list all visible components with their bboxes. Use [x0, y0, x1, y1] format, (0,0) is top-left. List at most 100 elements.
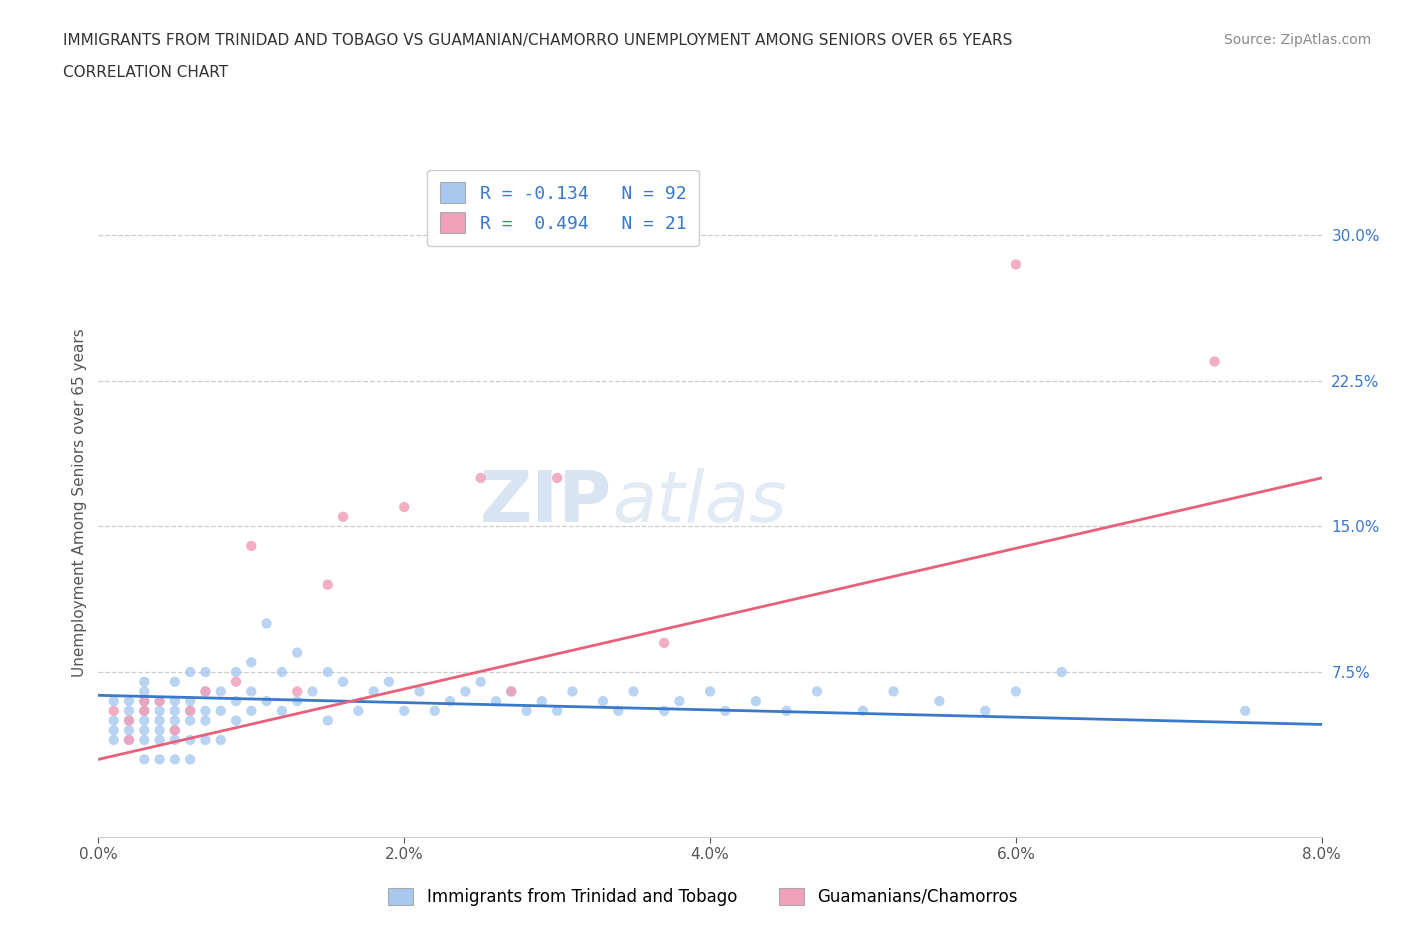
Point	[316, 713, 339, 728]
Point	[240, 655, 263, 670]
Point	[1004, 684, 1026, 698]
Point	[408, 684, 430, 698]
Point	[179, 703, 201, 718]
Point	[118, 703, 141, 718]
Point	[134, 703, 156, 718]
Point	[316, 578, 339, 592]
Point	[179, 733, 201, 748]
Legend: R = -0.134   N = 92, R =  0.494   N = 21: R = -0.134 N = 92, R = 0.494 N = 21	[427, 170, 699, 246]
Point	[392, 499, 416, 514]
Point	[149, 694, 172, 709]
Point	[103, 703, 125, 718]
Point	[652, 703, 675, 718]
Point	[363, 684, 385, 698]
Point	[285, 684, 308, 698]
Point	[1204, 354, 1226, 369]
Point	[852, 703, 875, 718]
Point	[714, 703, 737, 718]
Point	[209, 684, 232, 698]
Point	[516, 703, 538, 718]
Point	[194, 713, 217, 728]
Point	[149, 694, 172, 709]
Point	[149, 723, 172, 737]
Point	[256, 616, 278, 631]
Text: IMMIGRANTS FROM TRINIDAD AND TOBAGO VS GUAMANIAN/CHAMORRO UNEMPLOYMENT AMONG SEN: IMMIGRANTS FROM TRINIDAD AND TOBAGO VS G…	[63, 33, 1012, 47]
Point	[149, 703, 172, 718]
Point	[285, 645, 308, 660]
Point	[501, 684, 523, 698]
Point	[347, 703, 370, 718]
Point	[134, 723, 156, 737]
Point	[256, 694, 278, 709]
Point	[546, 703, 568, 718]
Point	[623, 684, 645, 698]
Point	[225, 694, 247, 709]
Point	[163, 733, 186, 748]
Point	[392, 703, 416, 718]
Point	[149, 752, 172, 767]
Point	[194, 703, 217, 718]
Point	[699, 684, 721, 698]
Text: atlas: atlas	[612, 468, 787, 537]
Point	[179, 694, 201, 709]
Point	[163, 713, 186, 728]
Point	[179, 713, 201, 728]
Point	[134, 752, 156, 767]
Point	[194, 684, 217, 698]
Point	[607, 703, 630, 718]
Point	[485, 694, 508, 709]
Point	[561, 684, 583, 698]
Point	[103, 713, 125, 728]
Point	[316, 665, 339, 680]
Text: ZIP: ZIP	[479, 468, 612, 537]
Point	[134, 694, 156, 709]
Point	[592, 694, 614, 709]
Point	[928, 694, 950, 709]
Point	[118, 733, 141, 748]
Point	[423, 703, 446, 718]
Point	[134, 674, 156, 689]
Point	[530, 694, 553, 709]
Point	[209, 733, 232, 748]
Point	[1050, 665, 1073, 680]
Point	[163, 703, 186, 718]
Point	[134, 713, 156, 728]
Point	[118, 694, 141, 709]
Point	[134, 733, 156, 748]
Text: CORRELATION CHART: CORRELATION CHART	[63, 65, 228, 80]
Point	[775, 703, 797, 718]
Point	[332, 674, 354, 689]
Point	[134, 703, 156, 718]
Point	[974, 703, 997, 718]
Point	[163, 723, 186, 737]
Point	[194, 665, 217, 680]
Point	[1004, 257, 1026, 272]
Point	[301, 684, 323, 698]
Point	[163, 694, 186, 709]
Point	[546, 471, 568, 485]
Point	[240, 538, 263, 553]
Point	[225, 713, 247, 728]
Point	[179, 665, 201, 680]
Point	[179, 703, 201, 718]
Point	[118, 733, 141, 748]
Point	[883, 684, 905, 698]
Point	[270, 703, 294, 718]
Point	[163, 752, 186, 767]
Point	[270, 665, 294, 680]
Y-axis label: Unemployment Among Seniors over 65 years: Unemployment Among Seniors over 65 years	[72, 328, 87, 677]
Point	[118, 723, 141, 737]
Point	[194, 684, 217, 698]
Point	[454, 684, 477, 698]
Point	[745, 694, 768, 709]
Point	[134, 694, 156, 709]
Point	[225, 665, 247, 680]
Point	[163, 723, 186, 737]
Point	[439, 694, 461, 709]
Point	[149, 733, 172, 748]
Point	[470, 471, 492, 485]
Text: Source: ZipAtlas.com: Source: ZipAtlas.com	[1223, 33, 1371, 46]
Point	[806, 684, 828, 698]
Point	[470, 674, 492, 689]
Point	[134, 684, 156, 698]
